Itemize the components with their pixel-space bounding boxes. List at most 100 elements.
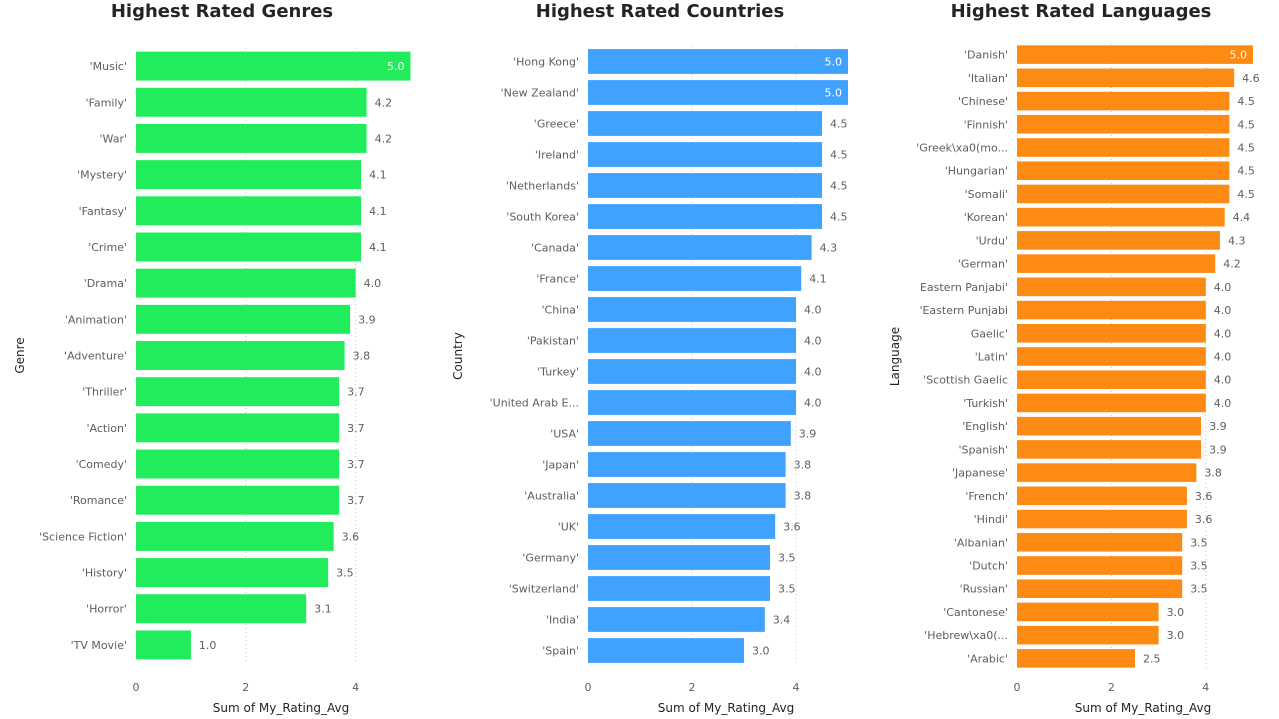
bar <box>1017 393 1206 413</box>
bar <box>1017 416 1202 436</box>
bar <box>588 235 812 260</box>
data-label: 4.1 <box>369 241 387 254</box>
chart-title: Highest Rated Languages <box>950 1 1212 22</box>
data-label: 3.7 <box>347 494 365 507</box>
data-label: 4.0 <box>1214 304 1232 317</box>
y-axis-title: Language <box>888 327 902 386</box>
bar <box>588 607 765 632</box>
bar <box>1017 138 1230 157</box>
bar <box>1017 556 1183 575</box>
bar <box>588 80 848 105</box>
bar <box>1017 323 1206 343</box>
bar <box>136 87 367 117</box>
data-label: 3.9 <box>1209 443 1227 456</box>
data-label: 3.6 <box>342 530 360 543</box>
bar <box>1017 532 1183 552</box>
x-tick-label: 4 <box>793 681 800 694</box>
data-label: 4.0 <box>1214 351 1232 364</box>
data-label: 3.5 <box>1190 560 1208 573</box>
category-label: 'Finnish' <box>964 118 1008 131</box>
category-label: 'Greek\xa0(mo... <box>916 142 1008 155</box>
data-label: 3.4 <box>773 614 791 627</box>
category-label: 'TV Movie' <box>71 639 127 652</box>
data-label: 3.6 <box>1195 490 1213 503</box>
x-tick-label: 4 <box>1202 681 1209 694</box>
category-label: 'Music' <box>90 60 127 73</box>
bar <box>136 449 340 479</box>
data-label: 4.1 <box>809 273 827 286</box>
data-label: 5.0 <box>825 56 843 69</box>
category-label: 'Romance' <box>70 494 127 507</box>
data-label: 4.2 <box>1223 258 1241 271</box>
bar <box>588 328 796 353</box>
y-axis-title: Country <box>451 332 465 380</box>
category-label: 'UK' <box>558 521 579 534</box>
data-label: 2.5 <box>1143 652 1161 665</box>
data-label: 4.0 <box>364 277 382 290</box>
category-label: 'France' <box>536 273 579 286</box>
x-axis-title: Sum of My_Rating_Avg <box>658 701 794 715</box>
data-label: 4.2 <box>375 96 393 109</box>
bar <box>1017 625 1159 645</box>
data-label: 5.0 <box>825 87 843 100</box>
category-label: 'Switzerland' <box>509 583 579 596</box>
category-label: 'German' <box>958 258 1008 271</box>
bar <box>136 232 362 262</box>
category-label: 'New Zealand' <box>501 87 579 100</box>
category-label: 'Science Fiction' <box>39 530 127 543</box>
bar <box>1017 114 1230 134</box>
bar <box>1017 440 1202 459</box>
data-label: 3.0 <box>1167 606 1185 619</box>
data-label: 4.0 <box>1214 281 1232 294</box>
category-label: 'Germany' <box>522 552 579 565</box>
bar <box>588 545 770 570</box>
data-label: 3.8 <box>794 459 812 472</box>
data-label: 4.5 <box>1237 188 1255 201</box>
category-label: 'Somali' <box>965 188 1008 201</box>
data-label: 4.5 <box>830 180 848 193</box>
data-label: 3.9 <box>799 428 817 441</box>
x-axis-title: Sum of My_Rating_Avg <box>1075 701 1211 715</box>
data-label: 3.1 <box>314 603 332 616</box>
bar <box>136 630 191 660</box>
category-label: 'Hong Kong' <box>513 56 579 69</box>
bar <box>136 304 351 334</box>
data-label: 3.8 <box>794 490 812 503</box>
category-label: 'Japanese' <box>952 467 1008 480</box>
bar <box>1017 184 1230 204</box>
bar <box>1017 231 1220 250</box>
bar <box>1017 161 1230 181</box>
bar <box>136 558 329 588</box>
bar <box>136 196 362 226</box>
category-label: 'Hungarian' <box>945 165 1008 178</box>
data-label: 3.8 <box>353 350 371 363</box>
x-axis-title: Sum of My_Rating_Avg <box>213 701 349 715</box>
x-tick-label: 2 <box>689 681 696 694</box>
category-label: 'South Korea' <box>506 211 579 224</box>
bar <box>588 204 822 229</box>
data-label: 3.5 <box>778 583 796 596</box>
data-label: 3.5 <box>1190 536 1208 549</box>
bar <box>136 485 340 515</box>
bar <box>588 49 848 74</box>
category-label: 'USA' <box>550 428 579 441</box>
data-label: 4.0 <box>1214 397 1232 410</box>
category-label: 'Korean' <box>964 211 1008 224</box>
data-label: 4.6 <box>1242 72 1260 85</box>
data-label: 3.7 <box>347 386 365 399</box>
countries-plot: 'Hong Kong' 5.0 'New Zealand' 5.0 'Greece' 4.… <box>451 46 848 715</box>
category-label: 'Turkish' <box>963 397 1008 410</box>
bar <box>1017 254 1216 273</box>
chart-title: Highest Rated Genres <box>110 1 334 22</box>
data-label: 4.0 <box>804 397 822 410</box>
bar <box>136 413 340 443</box>
category-label: 'Danish' <box>964 49 1008 62</box>
bar <box>588 142 822 167</box>
bar <box>136 341 345 370</box>
bar <box>1017 300 1206 320</box>
category-label: 'Comedy' <box>76 458 127 471</box>
category-label: 'China' <box>542 304 579 317</box>
category-label: 'Ireland' <box>535 149 579 162</box>
category-label: Eastern Panjabi' <box>920 281 1008 294</box>
